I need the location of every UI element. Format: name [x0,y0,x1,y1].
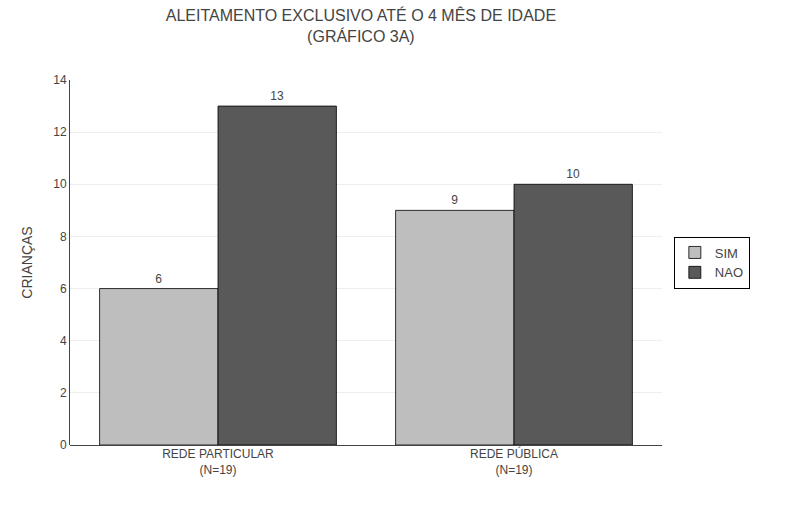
svg-text:ALEITAMENTO EXCLUSIVO ATÉ O 4: ALEITAMENTO EXCLUSIVO ATÉ O 4 MÊS DE IDA… [166,6,556,45]
svg-text:8: 8 [60,230,67,244]
svg-text:REDE PARTICULAR(N=19): REDE PARTICULAR(N=19) [162,447,274,477]
svg-text:NAO: NAO [715,265,743,280]
svg-text:CRIANÇAS: CRIANÇAS [19,226,35,298]
svg-text:6: 6 [155,272,162,286]
svg-text:0: 0 [60,438,67,452]
svg-text:4: 4 [60,334,67,348]
svg-text:13: 13 [270,89,284,103]
svg-text:6: 6 [60,282,67,296]
svg-text:9: 9 [451,193,458,207]
svg-text:14: 14 [53,73,67,87]
svg-text:10: 10 [566,167,580,181]
svg-text:12: 12 [53,125,67,139]
svg-text:10: 10 [53,177,67,191]
svg-text:REDE PÚBLICA(N=19): REDE PÚBLICA(N=19) [470,446,558,477]
svg-text:2: 2 [60,386,67,400]
svg-text:SIM: SIM [715,246,738,261]
